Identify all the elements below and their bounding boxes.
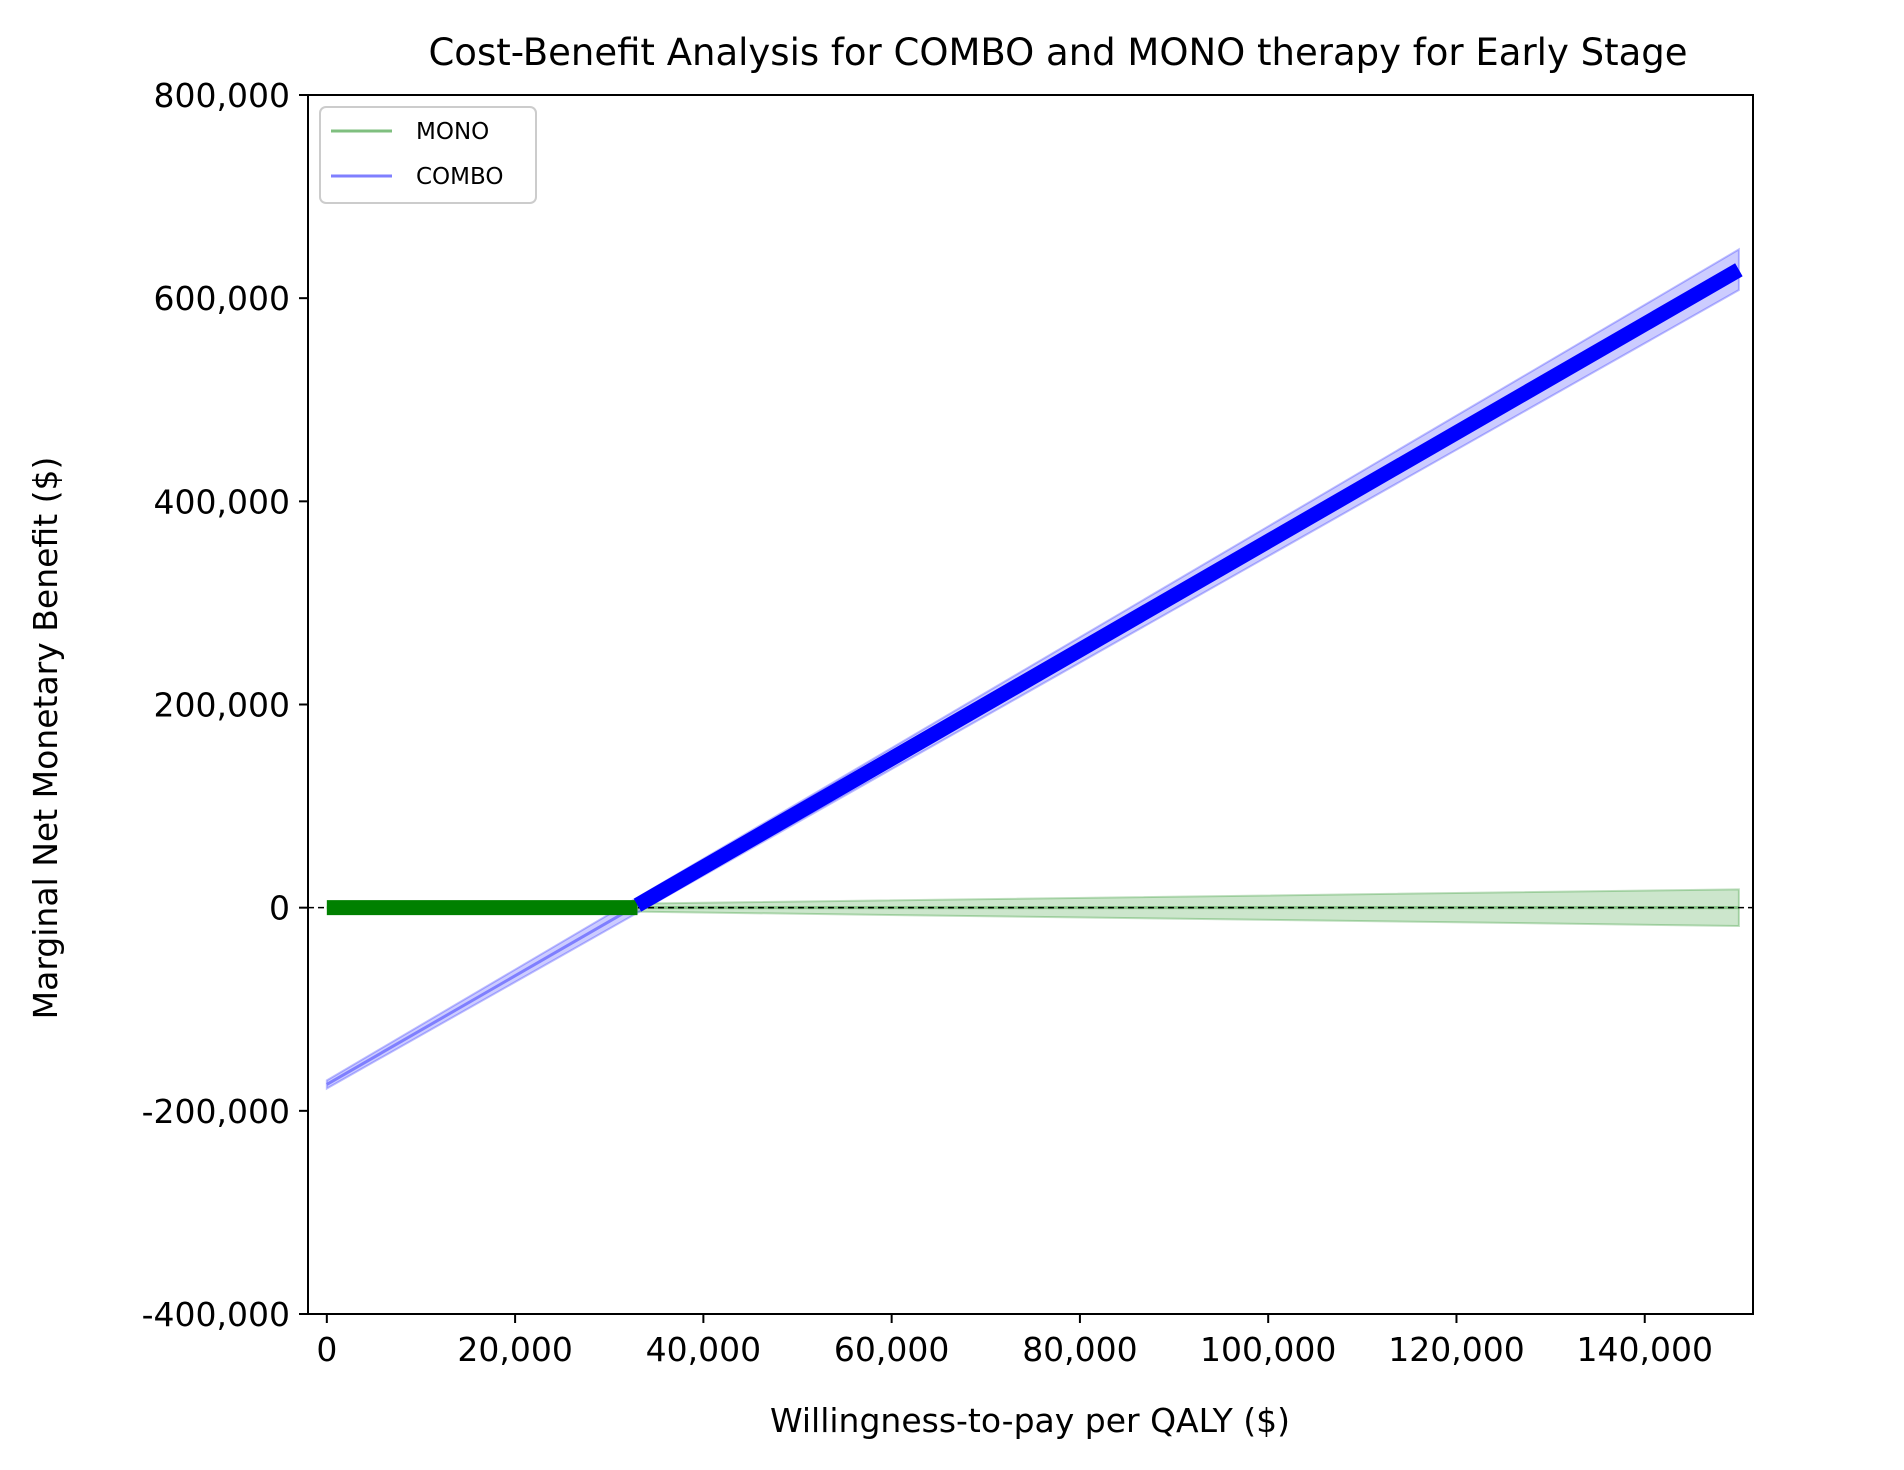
combo-optimal-segment — [633, 263, 1743, 912]
x-tick-label: 60,000 — [834, 1330, 949, 1369]
y-tick-label: -200,000 — [142, 1092, 290, 1131]
x-tick-label: 20,000 — [457, 1330, 572, 1369]
legend: MONO COMBO — [319, 106, 537, 204]
x-axis-label: Willingness-to-pay per QALY ($) — [770, 1401, 1290, 1440]
y-tick-label: 200,000 — [154, 686, 290, 725]
y-tick-label: -400,000 — [142, 1295, 290, 1334]
chart-title: Cost-Benefit Analysis for COMBO and MONO… — [428, 31, 1687, 74]
x-tick-label: 140,000 — [1577, 1330, 1713, 1369]
y-tick-label: 400,000 — [154, 482, 290, 521]
y-tick-label: 600,000 — [154, 279, 290, 318]
x-tick-label: 120,000 — [1388, 1330, 1524, 1369]
plot-frame — [307, 94, 1754, 1315]
x-tick-label: 0 — [316, 1330, 337, 1369]
y-axis-label: Marginal Net Monetary Benefit ($) — [26, 457, 65, 1020]
plot-area: 0 20,000 40,000 60,000 80,000 100,000 120,000 1… — [142, 76, 1754, 1369]
x-tick-label: 100,000 — [1200, 1330, 1336, 1369]
legend-label-mono: MONO — [416, 119, 489, 145]
x-tick-label: 40,000 — [646, 1330, 761, 1369]
y-tick-label: 800,000 — [154, 76, 290, 115]
y-tick-label: 0 — [269, 889, 290, 928]
x-tick-label: 80,000 — [1022, 1330, 1137, 1369]
legend-label-combo: COMBO — [416, 164, 504, 190]
